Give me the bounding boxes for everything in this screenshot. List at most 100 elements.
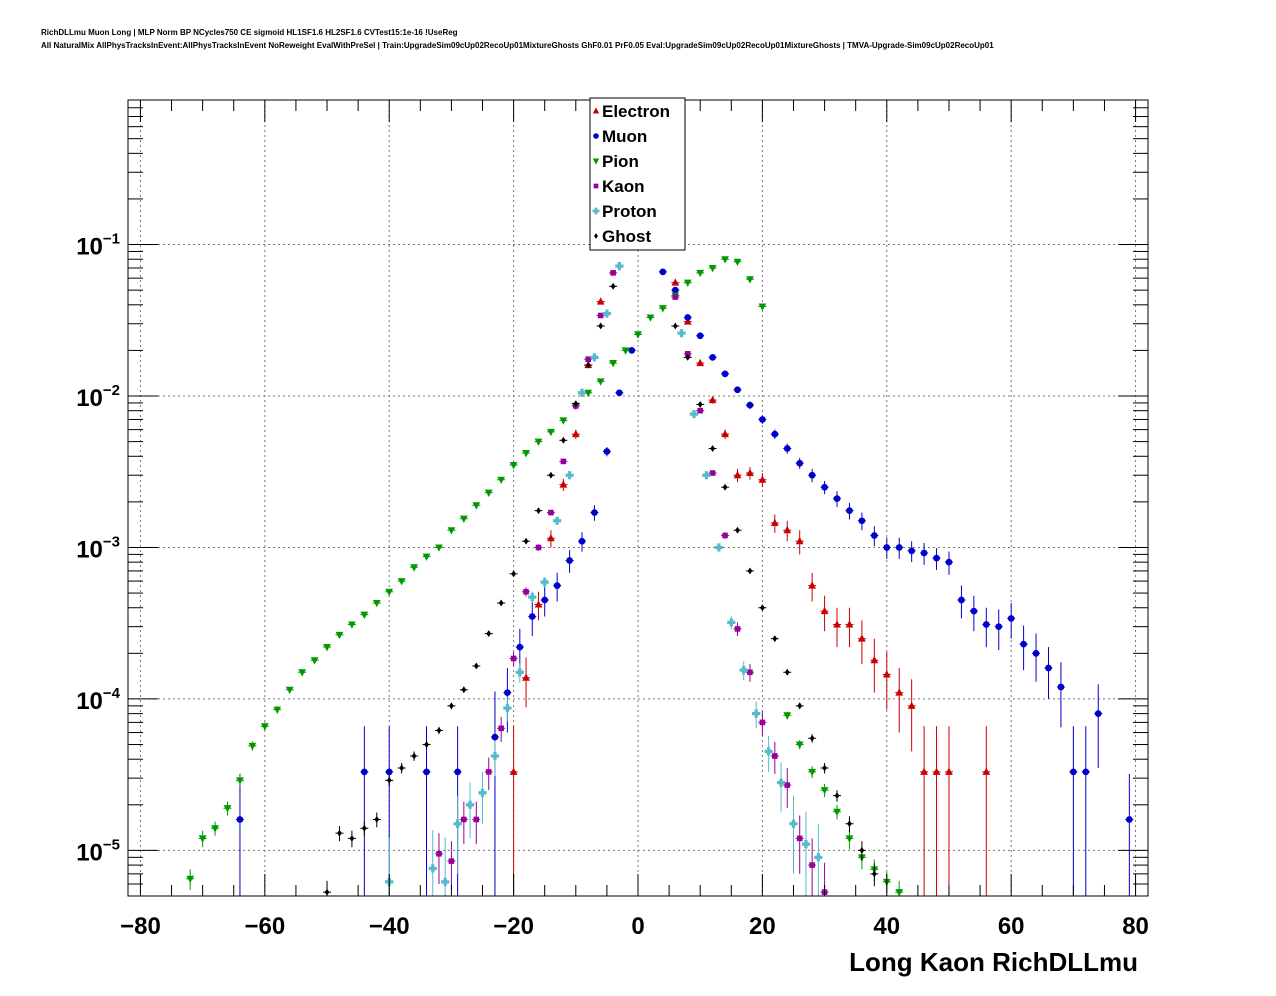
ghost-point [361,824,367,832]
muon-point [709,353,716,361]
ghost-point [847,820,852,828]
muon-point [821,483,828,491]
proton-point [776,778,786,787]
proton-point [540,578,549,587]
pion-point [348,621,356,629]
ghost-point [672,322,678,330]
ghost-point [449,702,454,710]
proton-point [602,309,611,318]
muon-point [360,768,368,776]
pion-point [298,669,307,677]
proton-point [714,543,723,552]
pion-point [397,578,406,586]
electron-point [596,297,605,305]
series-proton [385,262,823,896]
pion-point [285,686,294,695]
pion-point [596,378,605,386]
proton-point [553,516,562,525]
electron-point [746,468,754,477]
kaon-point [485,769,492,775]
ghost-point [424,741,429,748]
electron-point [559,480,568,488]
x-tick-label: 80 [1122,913,1149,940]
pion-point [360,611,369,619]
pion-point [435,544,443,552]
muon-point [591,509,598,516]
proton-point [577,388,587,397]
kaon-point [809,862,815,868]
ghost-point [337,829,342,837]
electron-point [758,475,767,483]
proton-point [590,353,599,362]
kaon-point [772,753,778,759]
ghost-point [797,702,803,710]
electron-point [696,358,705,367]
electron-point [522,673,530,681]
ghost-point [871,870,877,878]
pion-point [833,808,841,817]
legend-label-electron: Electron [602,102,670,121]
kaon-point [784,782,791,788]
proton-point [615,262,624,271]
proton-point [490,751,500,761]
y-tick-label: 10−5 [76,836,120,866]
electron-point [547,533,555,542]
muon-point [454,768,461,776]
ghost-point [809,734,815,742]
ghost-point [536,507,541,515]
proton-point [789,819,798,828]
pion-point [273,706,282,714]
series-muon [235,268,1134,896]
pion-point [634,331,642,339]
pion-point [410,564,418,572]
muon-point [1082,768,1090,776]
kaon-point [747,669,753,676]
muon-point [1007,615,1015,622]
muon-point [970,607,978,615]
muon-point [771,430,779,438]
legend-label-muon: Muon [602,127,647,146]
muon-point [734,386,741,394]
ghost-point [735,526,740,534]
proton-point [515,668,524,677]
ghost-point [784,668,790,676]
proton-point [528,593,537,602]
electron-point [945,767,953,775]
y-tick-label: 10−3 [76,533,120,563]
ghost-point [386,776,392,784]
pion-point [236,777,244,785]
electron-point [708,395,717,404]
muon-point [671,286,679,294]
legend-marker-ghost [594,233,598,239]
ghost-point [473,662,479,670]
muon-point [1032,649,1040,657]
muon-point [1057,683,1065,691]
kaon-point [436,850,442,857]
legend-marker-kaon [593,183,599,189]
x-tick-label: 40 [873,913,900,940]
ghost-point [697,400,703,408]
muon-point [783,445,791,452]
pion-point [895,889,904,897]
pion-point [248,742,257,751]
pion-point [795,741,804,749]
proton-point [677,329,686,338]
electron-point [870,655,879,664]
muon-point [1125,816,1133,823]
muon-point [1045,664,1052,672]
electron-point [770,518,779,527]
pion-point [522,450,530,458]
muon-point [958,596,965,604]
kaon-point [585,356,592,362]
kaon-point [610,270,616,276]
y-tick-label: 10−4 [76,685,120,715]
ghost-point [349,834,355,842]
ghost-point [598,322,604,330]
pion-point [472,502,481,510]
ghost-point [436,726,442,734]
electron-point [858,634,866,642]
pion-point [659,305,667,313]
electron-point [833,620,841,628]
kaon-point [759,719,766,726]
pion-point [758,303,767,311]
